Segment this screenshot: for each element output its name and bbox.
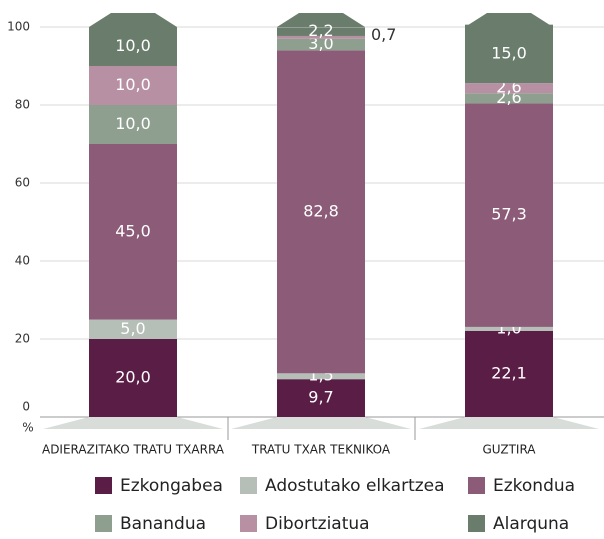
bar-segment bbox=[277, 373, 365, 380]
data-label: 5,0 bbox=[120, 319, 145, 338]
legend-swatch bbox=[240, 515, 257, 532]
bar-segment bbox=[89, 27, 177, 66]
legend-label: Ezkongabea bbox=[120, 476, 223, 496]
bar-segment bbox=[277, 379, 365, 417]
x-tick-label: GUZTIRA bbox=[482, 443, 536, 457]
legend-swatch bbox=[95, 515, 112, 532]
bar-cap bbox=[465, 13, 553, 27]
bar-segment bbox=[465, 24, 553, 84]
y-tick-label: 0 bbox=[22, 400, 30, 414]
data-label: 3,0 bbox=[308, 34, 333, 53]
y-tick-label: 40 bbox=[15, 254, 30, 268]
bar-segment bbox=[465, 326, 553, 331]
bar-segment bbox=[465, 330, 553, 417]
y-tick-label: 20 bbox=[15, 332, 30, 346]
data-label: 15,0 bbox=[491, 43, 527, 62]
legend-label: Adostutako elkartzea bbox=[265, 476, 445, 496]
legend-swatch bbox=[468, 477, 485, 494]
bar-segment bbox=[465, 103, 553, 327]
data-label: 0,7 bbox=[371, 25, 396, 44]
bar-cap bbox=[89, 13, 177, 27]
bar-base bbox=[43, 417, 223, 429]
bar-segment bbox=[89, 319, 177, 339]
data-label: 20,0 bbox=[115, 368, 151, 387]
bar-segment bbox=[89, 339, 177, 417]
bar-base bbox=[231, 417, 411, 429]
bar-segment bbox=[277, 50, 365, 374]
bar-cap bbox=[277, 13, 365, 27]
y-tick-label: 80 bbox=[15, 98, 30, 112]
legend-swatch bbox=[95, 477, 112, 494]
legend-label: Banandua bbox=[120, 514, 206, 534]
data-label: 45,0 bbox=[115, 221, 151, 240]
data-label: 10,0 bbox=[115, 114, 151, 133]
data-label: 2,2 bbox=[308, 21, 333, 40]
legend-label: Ezkondua bbox=[493, 476, 575, 496]
bar-base bbox=[419, 417, 599, 429]
legend-label: Dibortziatua bbox=[265, 514, 370, 534]
data-label: 82,8 bbox=[303, 201, 339, 220]
bar-segment bbox=[89, 144, 177, 320]
bar-segment bbox=[465, 83, 553, 94]
data-label: 10,0 bbox=[115, 75, 151, 94]
x-tick-label: ADIERAZITAKO TRATU TXARRA bbox=[42, 443, 225, 457]
bar-segment bbox=[277, 35, 365, 39]
bar-segment bbox=[277, 38, 365, 51]
data-label: 10,0 bbox=[115, 36, 151, 55]
bar-segment bbox=[277, 27, 365, 36]
y-axis-label: % bbox=[22, 421, 33, 435]
legend-label: Alarquna bbox=[493, 514, 569, 534]
bar-segment bbox=[89, 105, 177, 144]
legend-swatch bbox=[240, 477, 257, 494]
data-label: 9,7 bbox=[308, 388, 333, 407]
y-tick-label: 100 bbox=[7, 20, 30, 34]
y-tick-label: 60 bbox=[15, 176, 30, 190]
data-label: 57,3 bbox=[491, 205, 527, 224]
bar-segment bbox=[89, 66, 177, 105]
legend-swatch bbox=[468, 515, 485, 532]
x-tick-label: TRATU TXAR TEKNIKOA bbox=[251, 443, 391, 457]
data-label: 22,1 bbox=[491, 363, 527, 382]
bar-segment bbox=[465, 93, 553, 104]
